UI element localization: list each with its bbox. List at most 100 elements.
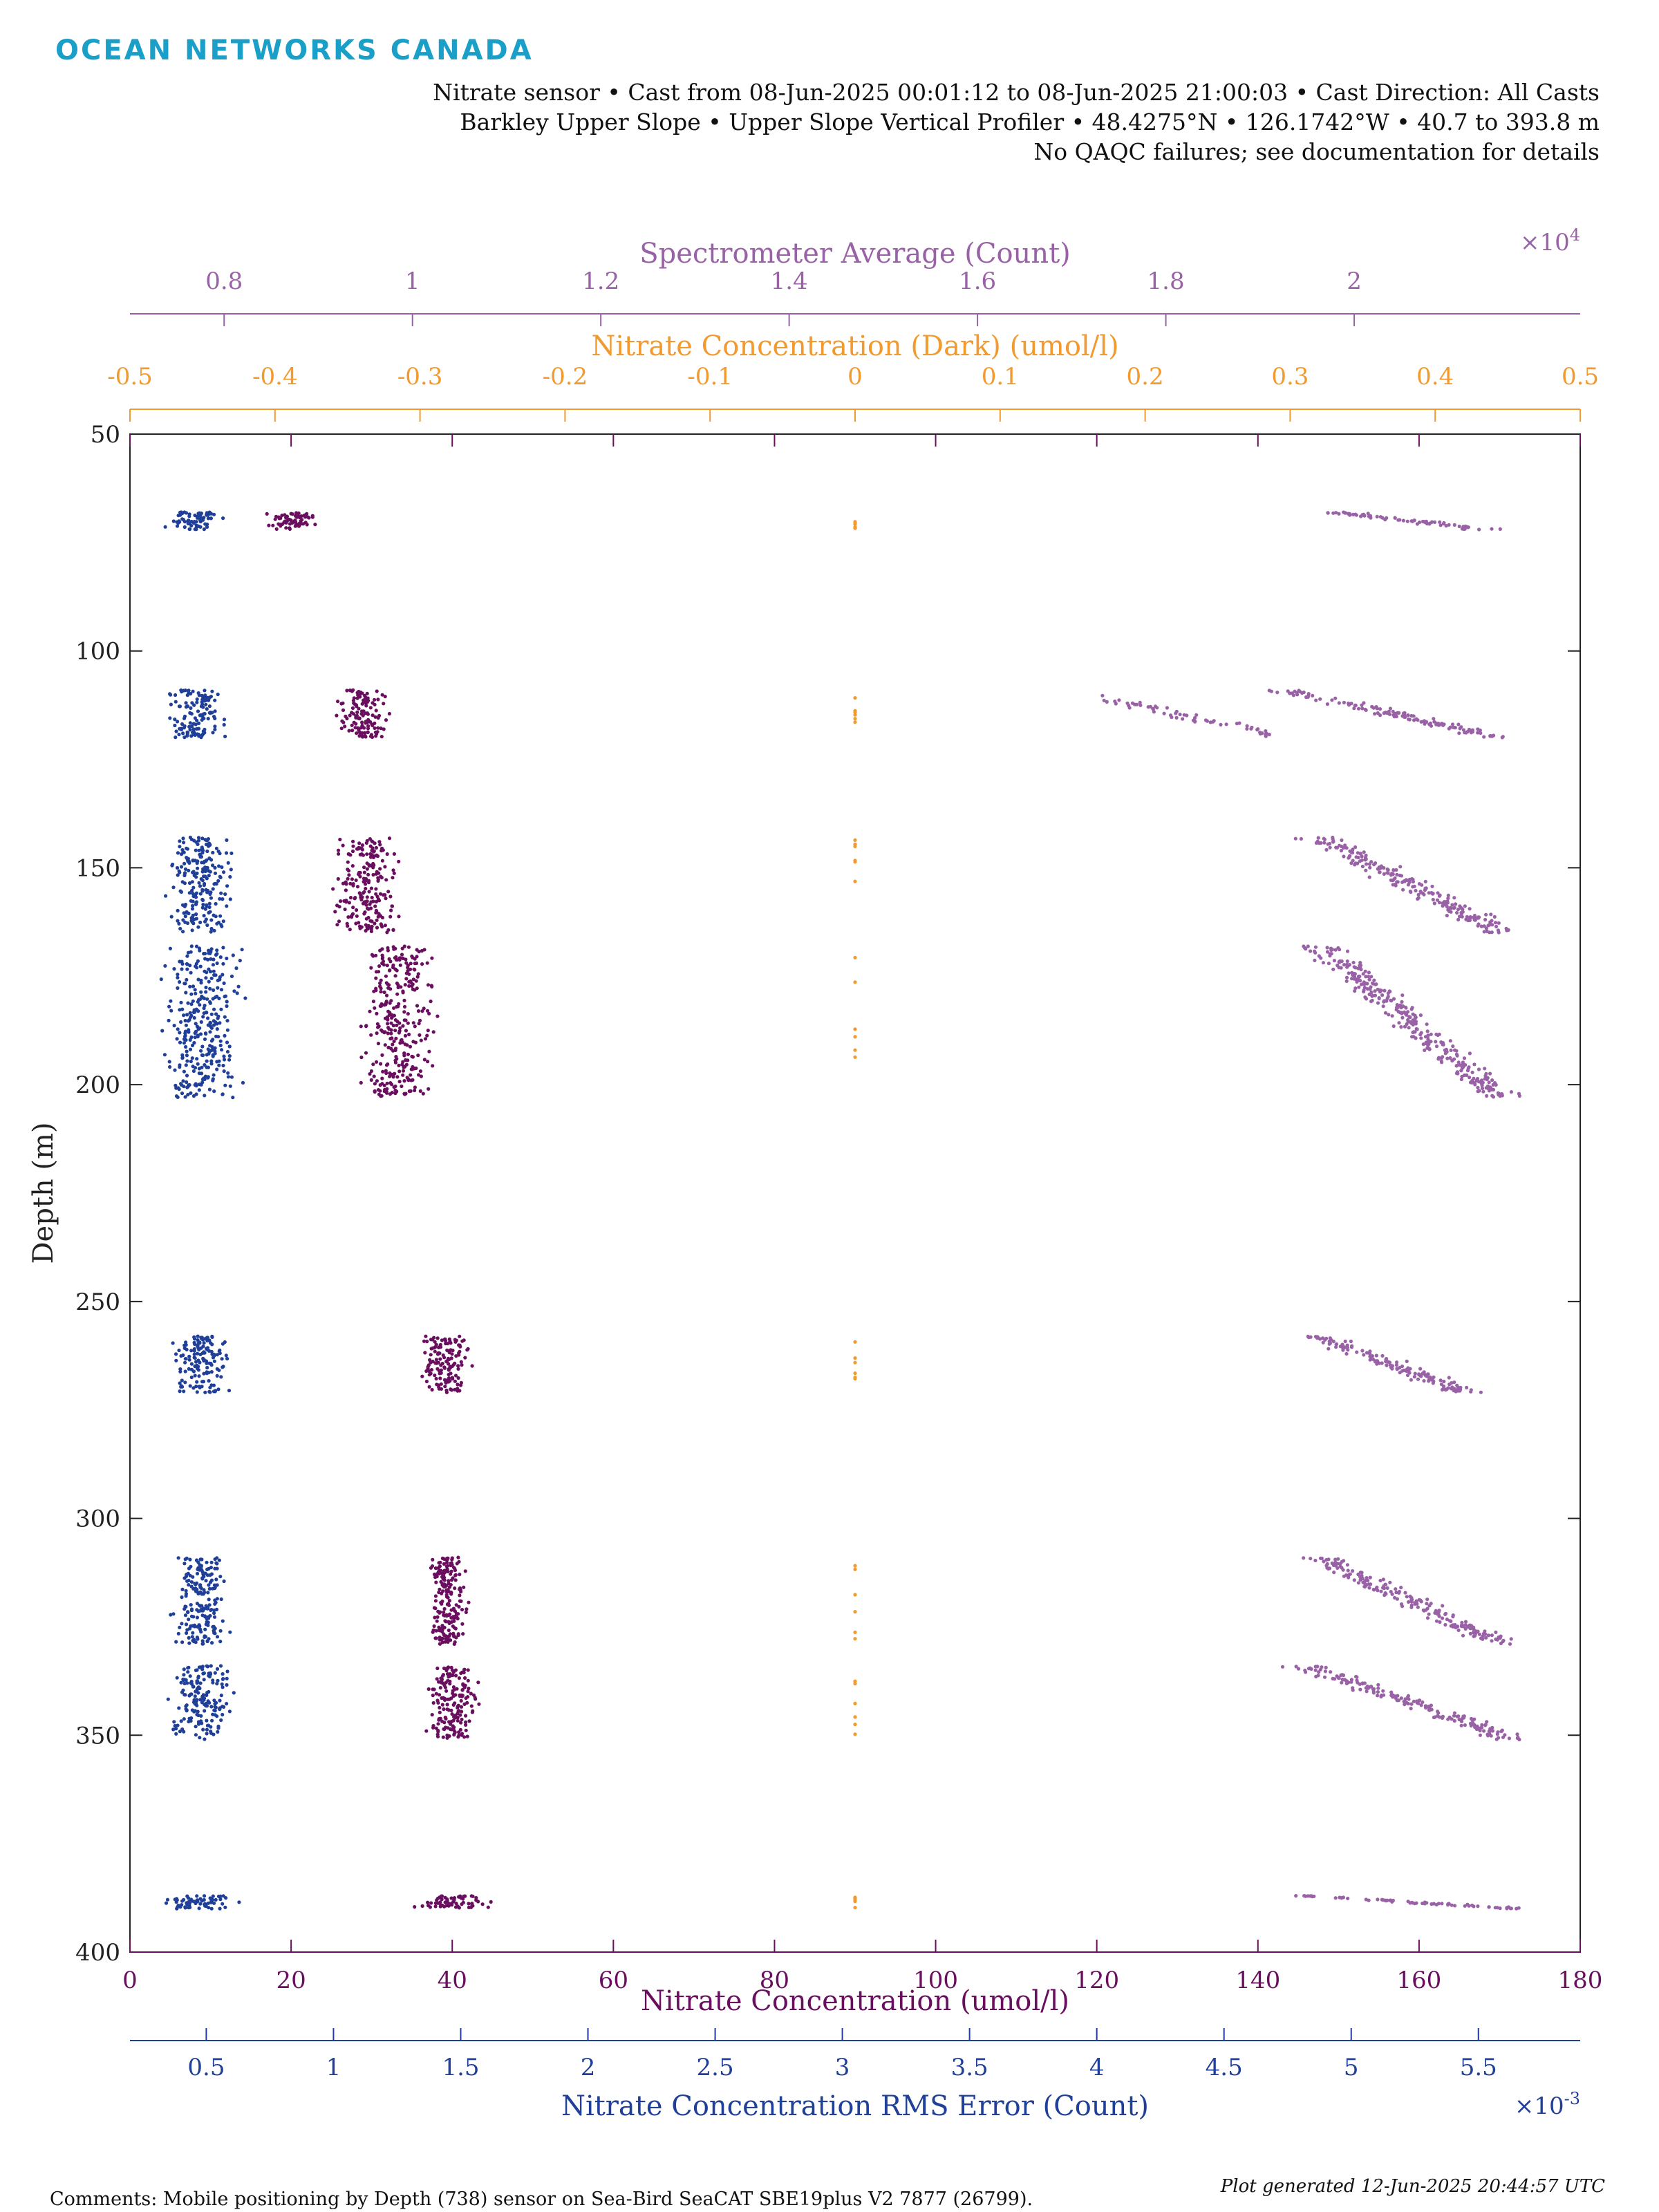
data-point-top — [1497, 1091, 1501, 1096]
data-point-top — [1456, 917, 1461, 921]
data-point-bottom — [453, 1379, 458, 1383]
data-point-bottom — [445, 1602, 450, 1606]
data-point-bottom-secondary — [209, 1566, 213, 1570]
x-axis-title-top: Spectrometer Average (Count) — [639, 238, 1071, 270]
data-point-bottom — [361, 701, 366, 705]
data-point-bottom-secondary — [226, 1071, 230, 1075]
data-point-bottom-secondary — [178, 1031, 182, 1035]
data-point-top — [1438, 893, 1442, 897]
data-point-bottom-secondary — [185, 1579, 189, 1583]
data-point-bottom-secondary — [215, 1060, 219, 1064]
data-point-top — [1376, 1683, 1380, 1687]
data-point-bottom — [369, 906, 373, 910]
data-point-bottom-secondary — [198, 1686, 202, 1691]
data-point-top — [1369, 1000, 1374, 1004]
data-point-bottom-secondary — [223, 1340, 227, 1344]
data-point-bottom — [404, 1018, 408, 1022]
data-point-bottom-secondary — [176, 973, 180, 977]
data-point-bottom-secondary — [203, 1627, 207, 1631]
data-point-dark — [853, 1340, 857, 1344]
data-points-layer — [159, 510, 1521, 1911]
data-point-top — [1423, 1048, 1427, 1052]
data-point-top — [1381, 1577, 1385, 1582]
data-point-bottom-secondary — [199, 1020, 203, 1024]
data-point-bottom — [470, 1903, 474, 1907]
data-point-dark — [853, 1682, 857, 1686]
data-point-bottom-secondary — [180, 1091, 185, 1096]
data-point-bottom-secondary — [188, 1047, 193, 1051]
data-point-top — [1417, 1698, 1422, 1703]
data-point-bottom — [411, 1021, 415, 1025]
data-point-top — [1329, 1670, 1333, 1674]
data-point-top — [1476, 1085, 1480, 1089]
data-point-top — [1384, 1899, 1388, 1903]
data-point-bottom-secondary — [198, 1609, 203, 1613]
data-point-bottom — [303, 513, 307, 517]
data-point-bottom — [438, 1710, 442, 1714]
data-point-top — [1421, 1608, 1425, 1612]
data-point-top — [1351, 847, 1355, 852]
data-point-bottom-secondary — [214, 901, 218, 906]
data-point-bottom — [429, 1353, 433, 1357]
data-point-bottom-secondary — [187, 1028, 191, 1032]
data-point-bottom-secondary — [187, 514, 191, 518]
data-point-bottom-secondary — [216, 1016, 220, 1020]
data-point-top — [1313, 1558, 1318, 1563]
data-point-bottom — [388, 1011, 392, 1015]
data-point-bottom — [435, 1619, 439, 1623]
data-point-bottom-secondary — [204, 990, 208, 994]
data-point-top — [1424, 886, 1428, 890]
data-point-bottom-secondary — [160, 1029, 165, 1033]
data-point-bottom-secondary — [177, 732, 181, 737]
y-tick-label: 100 — [75, 638, 120, 666]
data-point-bottom — [465, 1607, 469, 1611]
data-point-bottom-secondary — [178, 520, 182, 524]
data-point-bottom-secondary — [229, 974, 234, 978]
data-point-bottom — [364, 903, 368, 907]
data-point-bottom — [346, 877, 350, 881]
data-point-bottom-secondary — [209, 1012, 214, 1016]
data-point-top — [1356, 974, 1361, 979]
data-point-bottom-secondary — [182, 1562, 187, 1566]
data-point-bottom — [406, 1012, 410, 1016]
data-point-top — [1407, 1697, 1411, 1701]
data-point-bottom — [379, 849, 384, 853]
data-point-top — [1250, 725, 1254, 729]
chart-subtitle-sensor: Nitrate sensor • Cast from 08-Jun-2025 0… — [433, 79, 1600, 106]
data-point-bottom-secondary — [208, 1000, 212, 1004]
data-point-bottom-secondary — [200, 1557, 204, 1562]
data-point-bottom — [350, 723, 354, 727]
data-point-top — [1309, 1667, 1313, 1671]
x-tick-label-bottom-secondary: 3.5 — [951, 2054, 988, 2081]
data-point-top — [1360, 703, 1364, 707]
data-point-bottom — [351, 882, 355, 886]
data-point-top — [1356, 855, 1360, 860]
data-point-top — [1427, 1612, 1431, 1616]
data-point-bottom-secondary — [197, 1906, 201, 1911]
data-point-bottom — [402, 1053, 406, 1058]
data-point-top — [1363, 856, 1367, 860]
data-point-bottom-secondary — [173, 1068, 177, 1072]
data-point-bottom-secondary — [178, 704, 182, 709]
data-point-bottom-secondary — [205, 877, 209, 881]
data-point-bottom-secondary — [184, 1622, 189, 1627]
data-point-bottom — [380, 1053, 384, 1057]
data-point-bottom — [434, 1726, 438, 1730]
data-point-bottom-secondary — [189, 1607, 194, 1611]
data-point-bottom — [331, 887, 335, 891]
data-point-bottom — [453, 1586, 457, 1591]
data-point-top — [1353, 989, 1357, 993]
data-point-bottom — [336, 700, 340, 704]
data-point-bottom — [358, 870, 362, 875]
data-point-top — [1382, 872, 1386, 876]
data-point-top — [1476, 924, 1480, 928]
data-point-top — [1445, 904, 1449, 909]
data-point-top — [1463, 904, 1467, 908]
data-point-bottom — [420, 1374, 424, 1378]
data-point-bottom-secondary — [159, 977, 163, 982]
data-point-bottom-secondary — [205, 1065, 209, 1069]
data-point-bottom-secondary — [191, 727, 196, 731]
data-point-bottom — [433, 1606, 438, 1611]
data-point-bottom-secondary — [200, 836, 205, 841]
data-point-bottom-secondary — [207, 1637, 211, 1641]
